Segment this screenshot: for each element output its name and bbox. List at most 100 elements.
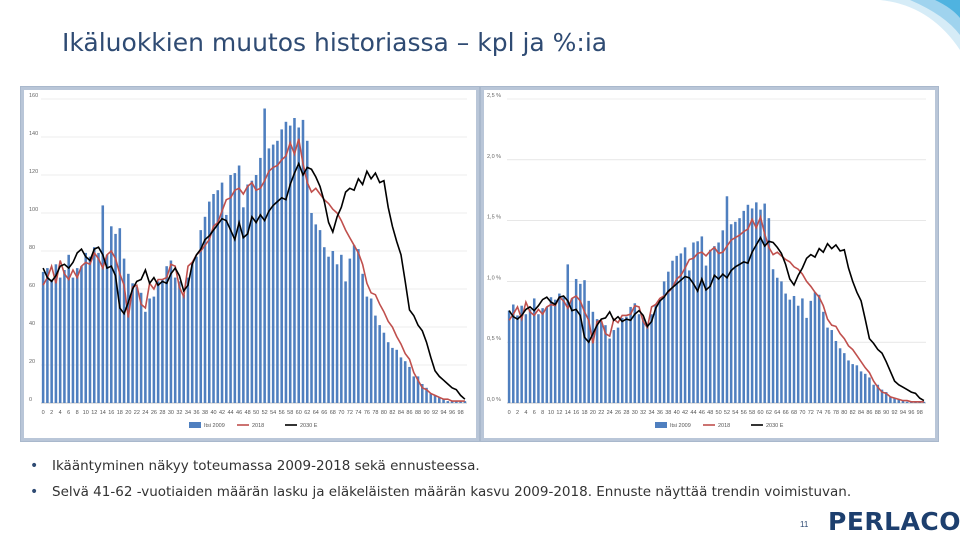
bar [250,180,254,403]
x-tick-label: 18 [117,410,123,416]
x-tick-label: 0 [508,410,511,416]
x-tick-label: 36 [193,410,199,416]
bar [420,384,424,403]
bar [746,204,750,403]
bar [280,129,283,403]
legend-label: Itsi 2009 [204,423,225,429]
bar [105,254,109,403]
bar [263,108,266,403]
slide-title: Ikäluokkien muutos historiassa – kpl ja … [62,28,608,57]
y-tick-label: 160 [29,93,38,99]
bar [331,251,335,403]
x-tick-label: 24 [142,410,148,416]
bar [54,264,58,403]
x-tick-label: 32 [640,410,646,416]
x-tick-label: 20 [590,410,596,416]
x-tick-label: 54 [732,410,738,416]
x-tick-label: 10 [548,410,554,416]
x-tick-label: 34 [648,410,654,416]
bar [67,254,70,403]
bar [161,279,164,403]
x-tick-label: 14 [565,410,571,416]
x-tick-label: 64 [313,410,319,416]
x-tick-label: 68 [330,410,336,416]
x-tick-label: 28 [623,410,629,416]
x-tick-label: 6 [533,410,536,416]
x-tick-label: 68 [791,410,797,416]
bar [641,317,645,403]
x-tick-label: 92 [432,410,438,416]
bar [203,216,207,403]
bar [271,144,275,403]
x-tick-label: 48 [245,410,251,416]
bar [612,330,616,403]
x-tick-label: 44 [228,410,234,416]
bar [553,299,557,403]
x-tick-label: 24 [607,410,613,416]
bar [433,395,437,403]
bar [796,305,800,403]
bar [637,314,641,403]
bar [369,298,373,403]
bar [872,384,875,403]
x-tick-label: 52 [724,410,730,416]
bar [830,330,833,403]
bar [650,314,653,403]
bar [604,325,607,403]
bar [135,287,139,403]
x-tick-label: 58 [287,410,293,416]
bar [583,280,586,403]
bar [679,253,683,403]
bar [600,321,603,403]
x-tick-label: 16 [108,410,114,416]
x-tick-label: 62 [304,410,310,416]
x-tick-label: 26 [151,410,157,416]
bar [893,398,896,403]
x-tick-label: 76 [364,410,370,416]
bar [708,249,712,403]
bar [84,252,88,403]
bar [692,242,695,403]
bar [429,393,433,403]
x-tick-label: 86 [866,410,872,416]
bar [246,184,249,403]
bar [658,299,662,403]
bar [876,384,880,403]
x-tick-label: 64 [774,410,780,416]
series-line-2018 [508,214,924,403]
bullet-item: • Selvä 41-62 -vuotiaiden määrän lasku j… [30,482,851,508]
x-tick-label: 72 [808,410,814,416]
x-tick-label: 82 [850,410,856,416]
bar [847,360,850,403]
y-tick-label: 80 [29,245,35,251]
bar [889,396,892,403]
x-tick-label: 30 [632,410,638,416]
bar [118,228,122,403]
x-tick-label: 74 [355,410,361,416]
bar [826,327,829,403]
x-tick-label: 50 [253,410,259,416]
bar [532,298,536,403]
bar [750,208,754,403]
bar [646,326,649,403]
bar [516,315,519,403]
bar [700,236,704,403]
x-tick-label: 40 [674,410,680,416]
x-tick-label: 16 [573,410,579,416]
x-tick-label: 76 [824,410,830,416]
bar [734,221,737,403]
x-tick-label: 44 [690,410,696,416]
x-tick-label: 96 [908,410,914,416]
bar [344,281,347,403]
bar [148,298,151,403]
legend-swatch [655,422,667,428]
bar [541,308,544,403]
bar [156,281,160,403]
bar [357,249,360,403]
bar [579,283,582,403]
x-tick-label: 38 [202,410,208,416]
bar [463,401,467,403]
x-tick-label: 94 [900,410,906,416]
x-tick-label: 84 [398,410,404,416]
bar [220,182,224,403]
